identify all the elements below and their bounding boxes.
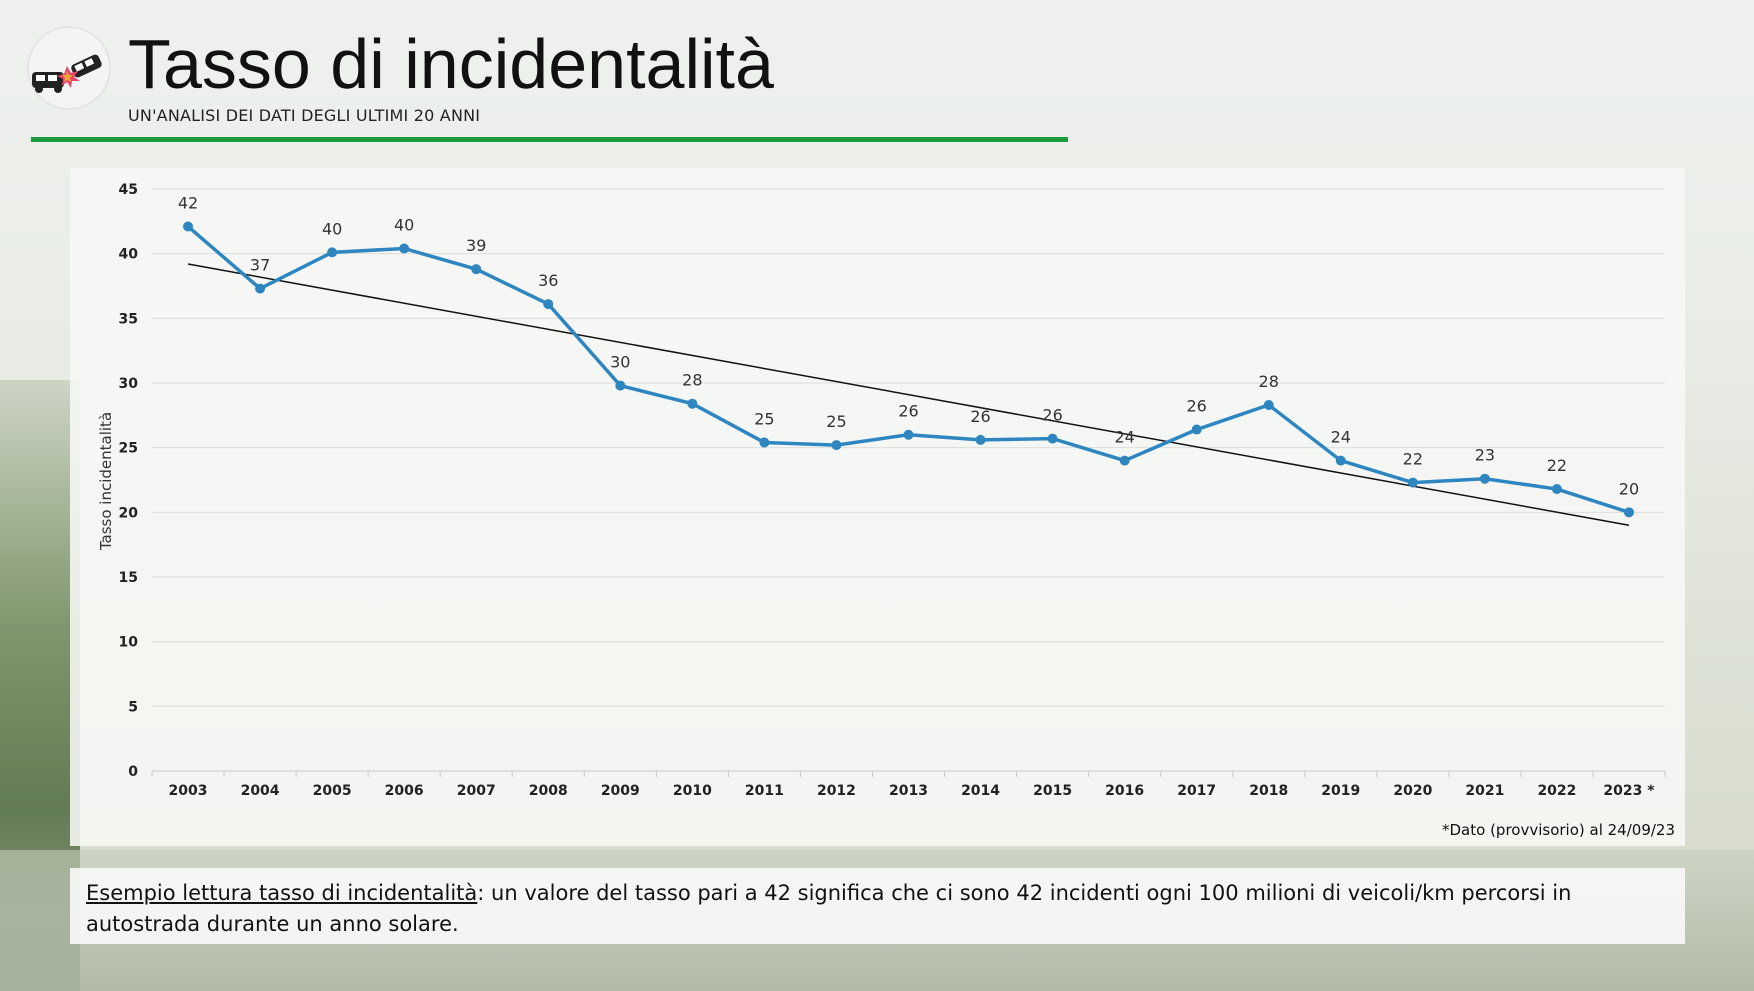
x-tick-label: 2012 [817, 783, 856, 799]
y-tick-label: 35 [119, 311, 138, 327]
data-point [1335, 455, 1346, 466]
x-tick-label: 2008 [529, 783, 568, 799]
data-point [327, 247, 338, 258]
y-tick-label: 10 [119, 635, 139, 651]
data-point [1047, 433, 1058, 444]
x-tick-label: 2007 [457, 783, 496, 799]
data-point [543, 299, 554, 310]
data-label: 37 [250, 256, 270, 275]
series-line [186, 225, 1630, 514]
data-label: 30 [610, 353, 630, 372]
x-tick-label: 2021 [1465, 783, 1504, 799]
y-tick-label: 30 [119, 376, 139, 392]
x-tick-label: 2015 [1033, 783, 1072, 799]
x-tick-label: 2009 [601, 783, 640, 799]
page-title: Tasso di incidentalità [128, 25, 774, 103]
x-tick-label: 2019 [1321, 783, 1360, 799]
data-point [831, 440, 842, 451]
data-point [903, 429, 914, 440]
x-tick-label: 2023 * [1603, 783, 1655, 799]
x-axis-ticks: 2003 2004 2005 2006 2007 2008 2009 2010 2011 2012… [151, 771, 1666, 799]
data-label: 22 [1403, 450, 1423, 469]
x-tick-label: 2020 [1393, 783, 1432, 799]
data-point [1623, 507, 1634, 518]
y-tick-label: 5 [128, 699, 138, 715]
data-point [1263, 399, 1274, 410]
data-labels: 42 37 40 40 39 36 30 28 25 25 26 26 26 24 26 28 24 22 23 22… [178, 194, 1639, 499]
x-tick-label: 2004 [241, 783, 280, 799]
data-label: 26 [970, 407, 990, 426]
y-axis-label: Tasso incidentalità [97, 412, 115, 551]
data-point [687, 398, 698, 409]
footnote: *Dato (provvisorio) al 24/09/23 [1442, 821, 1675, 839]
data-point [1551, 484, 1562, 495]
data-label: 26 [898, 402, 918, 421]
data-point [399, 243, 410, 254]
x-tick-label: 2013 [889, 783, 928, 799]
reading-example-lead: Esempio lettura tasso di incidentalità [86, 881, 478, 905]
data-points [183, 221, 1634, 518]
data-label: 42 [178, 194, 198, 213]
car-crash-icon [27, 26, 111, 110]
x-tick-label: 2011 [745, 783, 784, 799]
page-subtitle: UN'ANALISI DEI DATI DEGLI ULTIMI 20 ANNI [128, 106, 481, 125]
data-label: 25 [754, 409, 774, 428]
data-label: 40 [394, 215, 414, 234]
trendline [187, 263, 1630, 527]
data-label: 25 [826, 412, 846, 431]
y-tick-label: 0 [128, 764, 138, 780]
data-point [1407, 477, 1418, 488]
reading-example-body: : un valore del tasso pari a 42 signific… [86, 881, 1572, 936]
data-point [471, 264, 482, 275]
reading-example-text: Esempio lettura tasso di incidentalità: … [86, 878, 1676, 940]
data-point [975, 434, 986, 445]
data-label: 22 [1547, 456, 1567, 475]
x-tick-label: 2022 [1537, 783, 1576, 799]
y-tick-label: 40 [119, 247, 139, 263]
data-label: 26 [1187, 397, 1207, 416]
x-tick-label: 2010 [673, 783, 712, 799]
chart-grid [152, 188, 1665, 772]
data-label: 40 [322, 219, 342, 238]
data-label: 20 [1619, 479, 1639, 498]
y-tick-label: 15 [119, 570, 138, 586]
chart-panel: 0 5 10 15 20 25 30 35 40 45 2003 2004 2005 2006 2007 2… [70, 168, 1685, 846]
data-point [1479, 473, 1490, 484]
y-axis-ticks: 0 5 10 15 20 25 30 35 40 45 [119, 182, 139, 780]
x-tick-label: 2003 [169, 783, 208, 799]
data-label: 39 [466, 236, 486, 255]
reading-example-box: Esempio lettura tasso di incidentalità: … [70, 868, 1685, 944]
y-tick-label: 20 [119, 505, 139, 521]
x-tick-label: 2006 [385, 783, 424, 799]
data-point [1191, 424, 1202, 435]
data-point [1119, 455, 1130, 466]
x-tick-label: 2014 [961, 783, 1000, 799]
data-label: 23 [1475, 446, 1495, 465]
data-label: 26 [1042, 406, 1062, 425]
data-label: 28 [682, 371, 702, 390]
data-point [255, 283, 266, 294]
y-tick-label: 25 [119, 441, 138, 457]
data-point [759, 437, 770, 448]
data-point [183, 221, 194, 232]
x-tick-label: 2005 [313, 783, 352, 799]
x-tick-label: 2018 [1249, 783, 1288, 799]
title-divider [31, 137, 1068, 142]
data-label: 28 [1259, 372, 1279, 391]
data-label: 36 [538, 271, 558, 290]
data-point [615, 380, 626, 391]
x-tick-label: 2016 [1105, 783, 1144, 799]
y-tick-label: 45 [119, 182, 138, 198]
data-label: 24 [1114, 428, 1134, 447]
data-label: 24 [1331, 428, 1351, 447]
x-tick-label: 2017 [1177, 783, 1216, 799]
